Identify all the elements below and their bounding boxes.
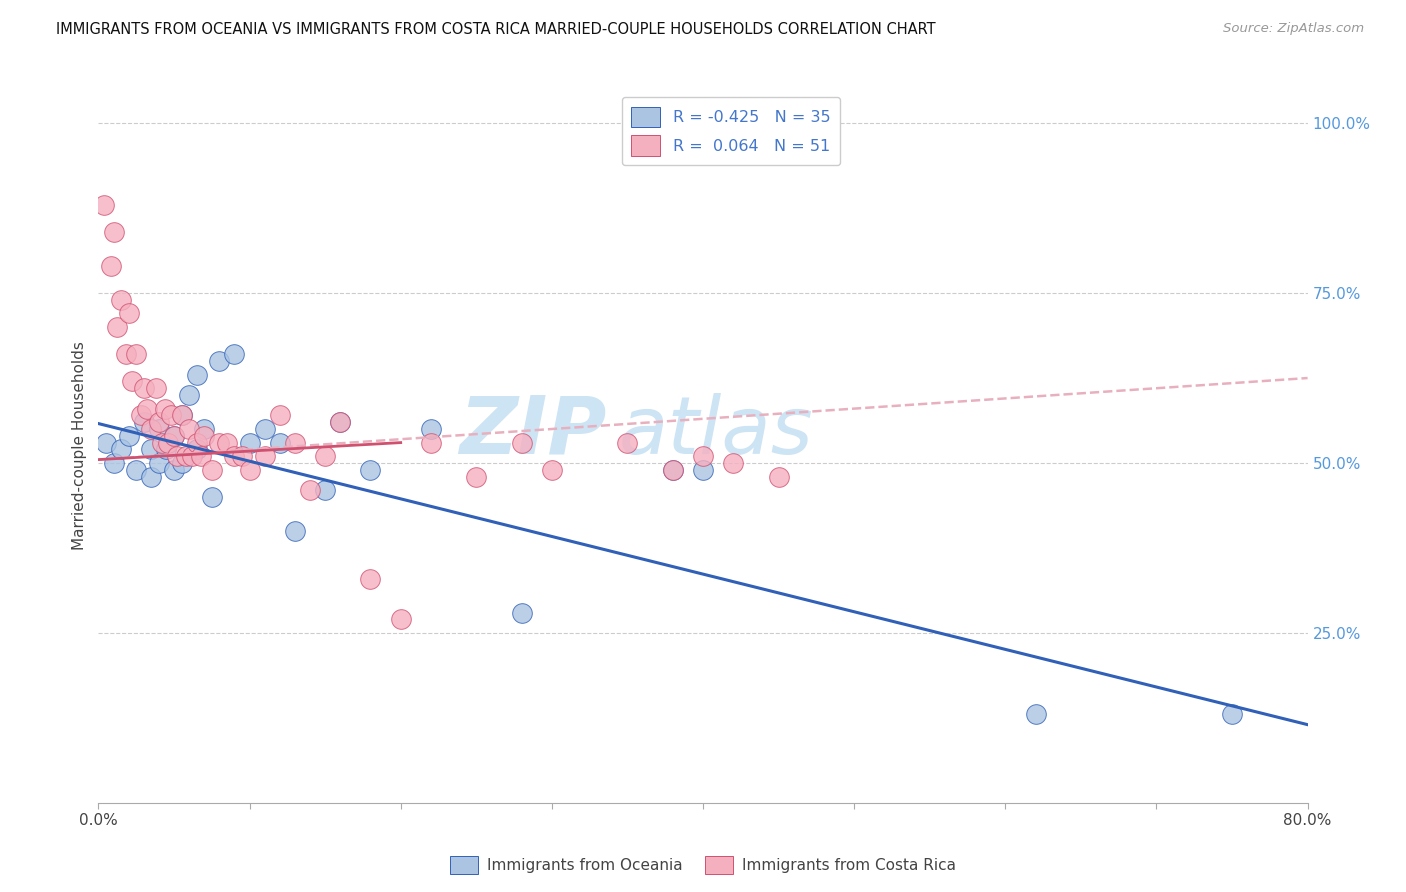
Point <box>110 293 132 307</box>
Point <box>141 442 163 457</box>
Point <box>148 415 170 429</box>
Point <box>329 415 352 429</box>
Point <box>329 415 352 429</box>
Point <box>163 429 186 443</box>
Point <box>314 449 336 463</box>
Point <box>239 435 262 450</box>
Point <box>299 483 322 498</box>
Point <box>253 449 276 463</box>
Point <box>141 422 163 436</box>
Point <box>170 409 193 423</box>
Point <box>510 435 533 450</box>
Point <box>103 456 125 470</box>
Text: Source: ZipAtlas.com: Source: ZipAtlas.com <box>1223 22 1364 36</box>
Point <box>540 463 562 477</box>
Point <box>170 456 193 470</box>
Point <box>269 435 291 450</box>
Point <box>201 463 224 477</box>
Point <box>121 375 143 389</box>
Point <box>186 442 208 457</box>
Text: ZIP: ZIP <box>458 392 606 471</box>
Point <box>163 429 186 443</box>
Point <box>150 435 173 450</box>
Point <box>135 401 157 416</box>
Point <box>148 456 170 470</box>
Point <box>114 347 136 361</box>
Point <box>510 606 533 620</box>
Point <box>224 347 246 361</box>
Point <box>465 469 488 483</box>
Point <box>105 320 128 334</box>
Point <box>193 422 215 436</box>
Point <box>186 368 208 382</box>
Point <box>662 463 685 477</box>
Point <box>224 449 246 463</box>
Point <box>148 422 170 436</box>
Point <box>141 469 163 483</box>
Point <box>253 422 276 436</box>
Point <box>163 463 186 477</box>
Point <box>179 422 201 436</box>
Point <box>389 612 412 626</box>
Legend: R = -0.425   N = 35, R =  0.064   N = 51: R = -0.425 N = 35, R = 0.064 N = 51 <box>621 97 841 165</box>
Point <box>155 442 177 457</box>
Point <box>132 415 155 429</box>
Point <box>145 381 167 395</box>
Text: atlas: atlas <box>619 392 813 471</box>
Point <box>186 435 208 450</box>
Point <box>118 429 141 443</box>
Point <box>118 306 141 320</box>
Point <box>160 409 183 423</box>
Point <box>110 442 132 457</box>
Point <box>208 354 231 368</box>
Point <box>692 449 714 463</box>
Point <box>231 449 253 463</box>
Point <box>360 463 382 477</box>
Point <box>190 449 212 463</box>
Point <box>420 422 443 436</box>
Point <box>181 449 204 463</box>
Point <box>284 435 307 450</box>
Point <box>215 435 238 450</box>
Point <box>269 409 291 423</box>
Point <box>125 347 148 361</box>
Point <box>662 463 685 477</box>
Point <box>314 483 336 498</box>
Text: IMMIGRANTS FROM OCEANIA VS IMMIGRANTS FROM COSTA RICA MARRIED-COUPLE HOUSEHOLDS : IMMIGRANTS FROM OCEANIA VS IMMIGRANTS FR… <box>56 22 936 37</box>
Point <box>284 524 307 538</box>
Point <box>166 449 188 463</box>
Point <box>179 388 201 402</box>
Point <box>93 198 115 212</box>
Point <box>125 463 148 477</box>
Point <box>723 456 745 470</box>
Point <box>129 409 152 423</box>
Point <box>239 463 262 477</box>
Point <box>360 572 382 586</box>
Point <box>768 469 790 483</box>
Legend: Immigrants from Oceania, Immigrants from Costa Rica: Immigrants from Oceania, Immigrants from… <box>444 850 962 880</box>
Point <box>692 463 714 477</box>
Point <box>420 435 443 450</box>
Point <box>170 409 193 423</box>
Point <box>208 435 231 450</box>
Point <box>103 225 125 239</box>
Point <box>616 435 638 450</box>
Point <box>156 435 179 450</box>
Point <box>94 435 117 450</box>
Y-axis label: Married-couple Households: Married-couple Households <box>72 342 87 550</box>
Point <box>174 449 197 463</box>
Point <box>1220 707 1243 722</box>
Point <box>153 401 176 416</box>
Point <box>201 490 224 504</box>
Point <box>132 381 155 395</box>
Point <box>193 429 215 443</box>
Point <box>1024 707 1046 722</box>
Point <box>100 259 122 273</box>
